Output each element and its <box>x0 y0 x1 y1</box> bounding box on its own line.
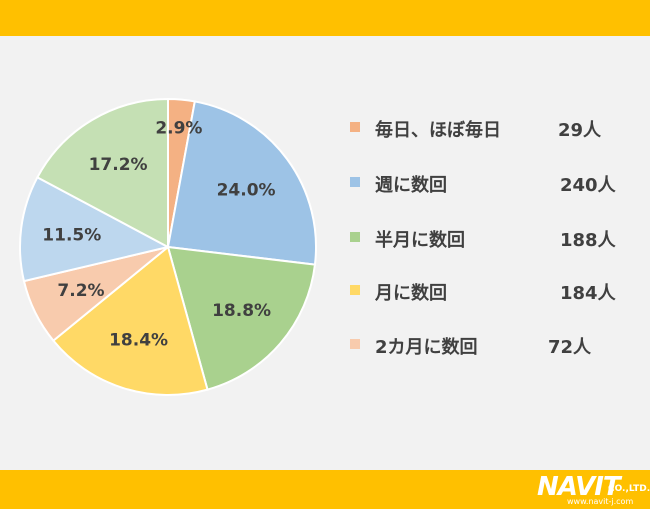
legend-item-bimonthly: 2カ月に数回 72人 <box>350 327 640 358</box>
pie-label-bimonthly: 7.2% <box>57 281 104 301</box>
logo-company-suffix: CO.,LTD. <box>608 484 650 494</box>
logo-url: www.navit-j.com <box>567 497 634 506</box>
legend-label-semimonthly: 半月に数回 <box>375 230 465 251</box>
pie-label-daily: 2.9% <box>155 119 202 139</box>
legend-item-monthly: 月に数回 184人 <box>350 273 640 304</box>
legend-count-monthly: 184人 <box>560 283 616 304</box>
legend-item-daily: 毎日、ほぼ毎日 29人 <box>350 110 640 141</box>
bottom-banner <box>0 470 650 509</box>
legend-swatch-daily <box>350 122 360 132</box>
legend-item-semimonthly: 半月に数回 188人 <box>350 220 640 251</box>
pie-label-unlabeled-b: 17.2% <box>89 155 148 175</box>
pie-slice-unlabeled-a <box>19 175 171 283</box>
legend-item-weekly: 週に数回 240人 <box>350 165 640 196</box>
legend-label-weekly: 週に数回 <box>375 175 447 196</box>
legend-label-daily: 毎日、ほぼ毎日 <box>375 120 501 141</box>
company-logo: NAVIT CO.,LTD. www.navit-j.com <box>537 472 650 506</box>
pie-slice-monthly <box>51 245 209 396</box>
legend-label-bimonthly: 2カ月に数回 <box>375 337 478 358</box>
pie-slice-weekly <box>166 100 317 266</box>
legend-swatch-semimonthly <box>350 232 360 242</box>
legend-swatch-bimonthly <box>350 339 360 349</box>
logo-wordmark: NAVIT <box>537 472 621 502</box>
pie-label-monthly: 18.4% <box>109 330 168 350</box>
pie-slice-semimonthly <box>166 245 317 391</box>
pie-label-weekly: 24.0% <box>217 181 276 201</box>
legend-swatch-weekly <box>350 177 360 187</box>
top-banner <box>0 0 650 36</box>
legend-count-weekly: 240人 <box>560 175 616 196</box>
pie-label-semimonthly: 18.8% <box>212 301 271 321</box>
legend-swatch-monthly <box>350 285 360 295</box>
legend-label-monthly: 月に数回 <box>375 283 447 304</box>
pie-label-unlabeled-a: 11.5% <box>42 226 101 246</box>
legend-count-bimonthly: 72人 <box>548 337 592 358</box>
pie-slice-unlabeled-b <box>36 97 169 249</box>
legend-count-daily: 29人 <box>558 120 602 141</box>
legend-count-semimonthly: 188人 <box>560 230 616 251</box>
